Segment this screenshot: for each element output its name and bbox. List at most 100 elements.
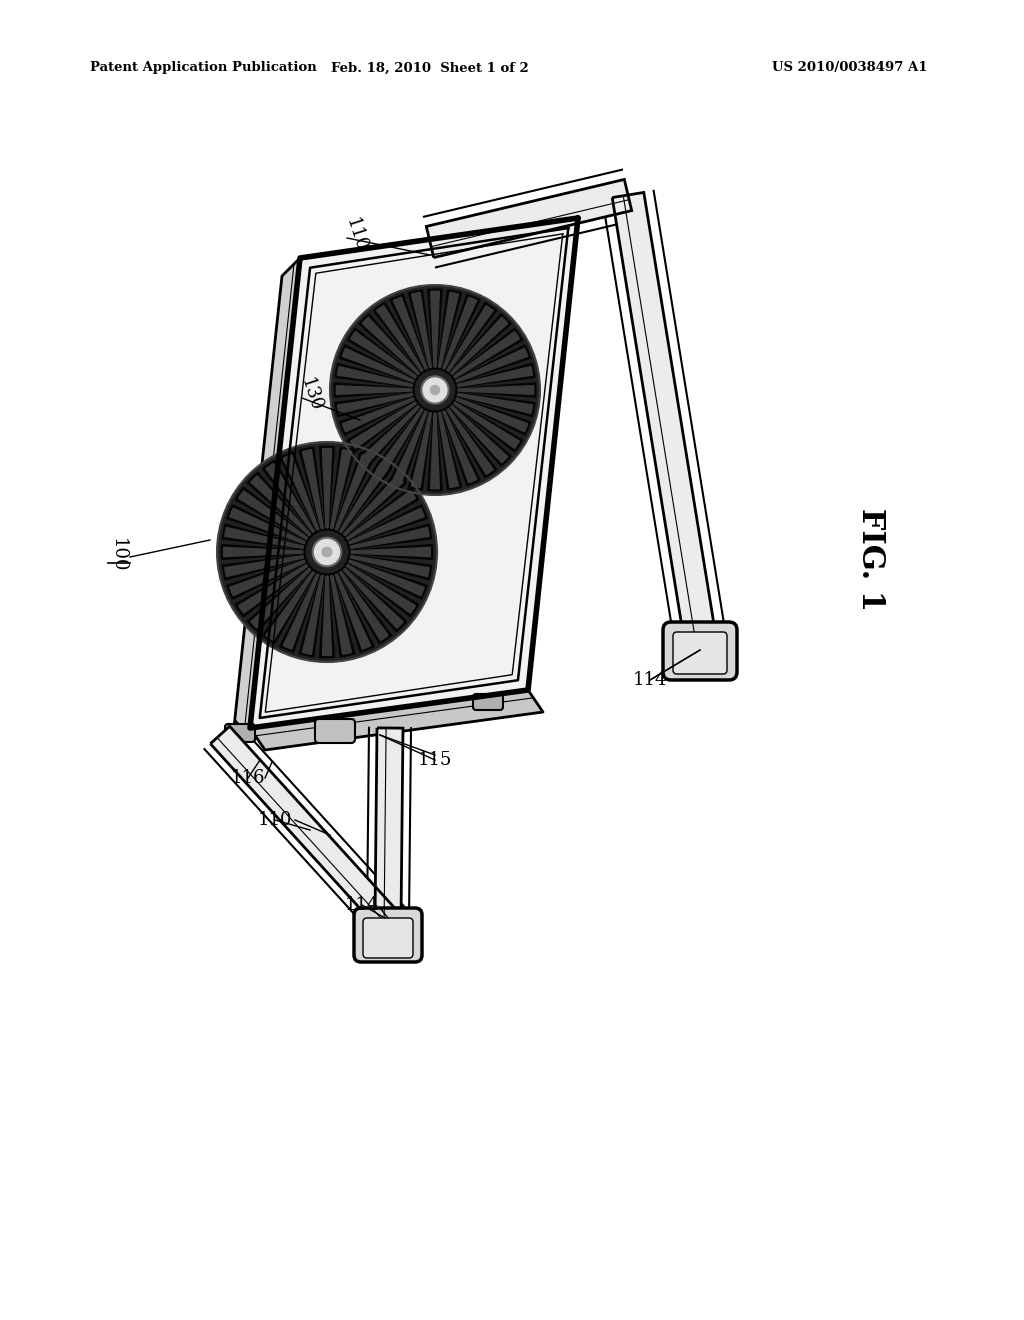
Polygon shape: [239, 565, 307, 614]
Polygon shape: [251, 475, 310, 536]
Polygon shape: [456, 392, 535, 417]
Circle shape: [330, 285, 540, 495]
Polygon shape: [451, 317, 508, 375]
Polygon shape: [437, 411, 462, 490]
Circle shape: [322, 546, 333, 557]
Polygon shape: [458, 385, 534, 395]
Text: 115: 115: [418, 751, 453, 770]
Polygon shape: [390, 409, 428, 486]
Polygon shape: [451, 405, 508, 463]
Text: FIG. 1: FIG. 1: [854, 508, 886, 611]
Text: Feb. 18, 2010  Sheet 1 of 2: Feb. 18, 2010 Sheet 1 of 2: [331, 62, 528, 74]
Polygon shape: [342, 397, 414, 432]
Text: 116: 116: [230, 770, 265, 787]
Polygon shape: [341, 473, 407, 537]
Polygon shape: [334, 383, 414, 397]
Polygon shape: [266, 463, 314, 532]
Polygon shape: [338, 461, 392, 535]
FancyBboxPatch shape: [354, 908, 422, 962]
Polygon shape: [431, 413, 439, 488]
Polygon shape: [338, 569, 392, 644]
Polygon shape: [340, 463, 388, 532]
Polygon shape: [334, 572, 374, 652]
Polygon shape: [446, 409, 494, 474]
Text: 110: 110: [342, 216, 370, 255]
Polygon shape: [349, 560, 424, 595]
Polygon shape: [347, 400, 419, 451]
Polygon shape: [251, 569, 310, 628]
FancyBboxPatch shape: [473, 694, 503, 710]
Polygon shape: [250, 218, 578, 729]
Polygon shape: [428, 411, 442, 491]
Polygon shape: [362, 405, 420, 463]
Polygon shape: [426, 180, 632, 257]
Polygon shape: [452, 400, 522, 451]
Polygon shape: [377, 409, 423, 474]
Polygon shape: [349, 508, 424, 544]
Polygon shape: [454, 331, 519, 378]
Polygon shape: [348, 524, 432, 549]
Polygon shape: [339, 345, 416, 383]
Polygon shape: [225, 528, 303, 548]
Text: 114: 114: [633, 671, 668, 689]
Polygon shape: [347, 504, 427, 545]
Text: Patent Application Publication: Patent Application Publication: [90, 62, 316, 74]
Polygon shape: [443, 411, 477, 483]
Polygon shape: [229, 508, 305, 544]
Circle shape: [217, 442, 437, 663]
Polygon shape: [336, 385, 412, 395]
Polygon shape: [284, 455, 318, 531]
Polygon shape: [348, 554, 432, 579]
Polygon shape: [302, 450, 324, 528]
FancyBboxPatch shape: [673, 632, 727, 675]
Polygon shape: [454, 403, 519, 449]
Polygon shape: [266, 572, 314, 640]
Circle shape: [430, 384, 440, 395]
FancyBboxPatch shape: [315, 719, 355, 743]
Polygon shape: [343, 475, 403, 536]
Polygon shape: [232, 257, 300, 746]
Polygon shape: [339, 396, 416, 436]
Polygon shape: [221, 545, 305, 560]
Polygon shape: [280, 451, 321, 532]
Polygon shape: [331, 450, 351, 528]
Polygon shape: [373, 302, 425, 374]
Polygon shape: [239, 491, 307, 540]
FancyBboxPatch shape: [663, 622, 737, 680]
Polygon shape: [351, 548, 430, 557]
Polygon shape: [437, 290, 462, 370]
Polygon shape: [225, 556, 303, 577]
Polygon shape: [330, 573, 355, 657]
Polygon shape: [236, 487, 309, 541]
Polygon shape: [330, 447, 355, 531]
Polygon shape: [335, 455, 371, 531]
Polygon shape: [445, 302, 497, 374]
Polygon shape: [458, 393, 532, 413]
Circle shape: [312, 537, 341, 566]
Polygon shape: [358, 314, 421, 376]
Polygon shape: [431, 292, 439, 367]
Polygon shape: [338, 393, 413, 413]
Polygon shape: [299, 447, 325, 531]
Polygon shape: [262, 461, 316, 535]
Polygon shape: [445, 407, 497, 478]
Polygon shape: [452, 329, 522, 380]
Polygon shape: [438, 412, 459, 487]
Polygon shape: [319, 574, 335, 657]
Polygon shape: [456, 348, 527, 381]
Polygon shape: [262, 569, 316, 644]
Polygon shape: [302, 576, 324, 655]
Polygon shape: [223, 548, 303, 557]
Polygon shape: [343, 569, 403, 628]
Polygon shape: [393, 297, 427, 370]
Text: 100: 100: [109, 537, 127, 573]
Polygon shape: [454, 396, 530, 436]
Polygon shape: [350, 528, 429, 548]
Polygon shape: [323, 449, 332, 528]
FancyBboxPatch shape: [225, 723, 255, 742]
Text: 110: 110: [258, 810, 292, 829]
Polygon shape: [350, 403, 417, 449]
Polygon shape: [456, 397, 527, 432]
Polygon shape: [390, 294, 428, 371]
Polygon shape: [341, 566, 407, 632]
